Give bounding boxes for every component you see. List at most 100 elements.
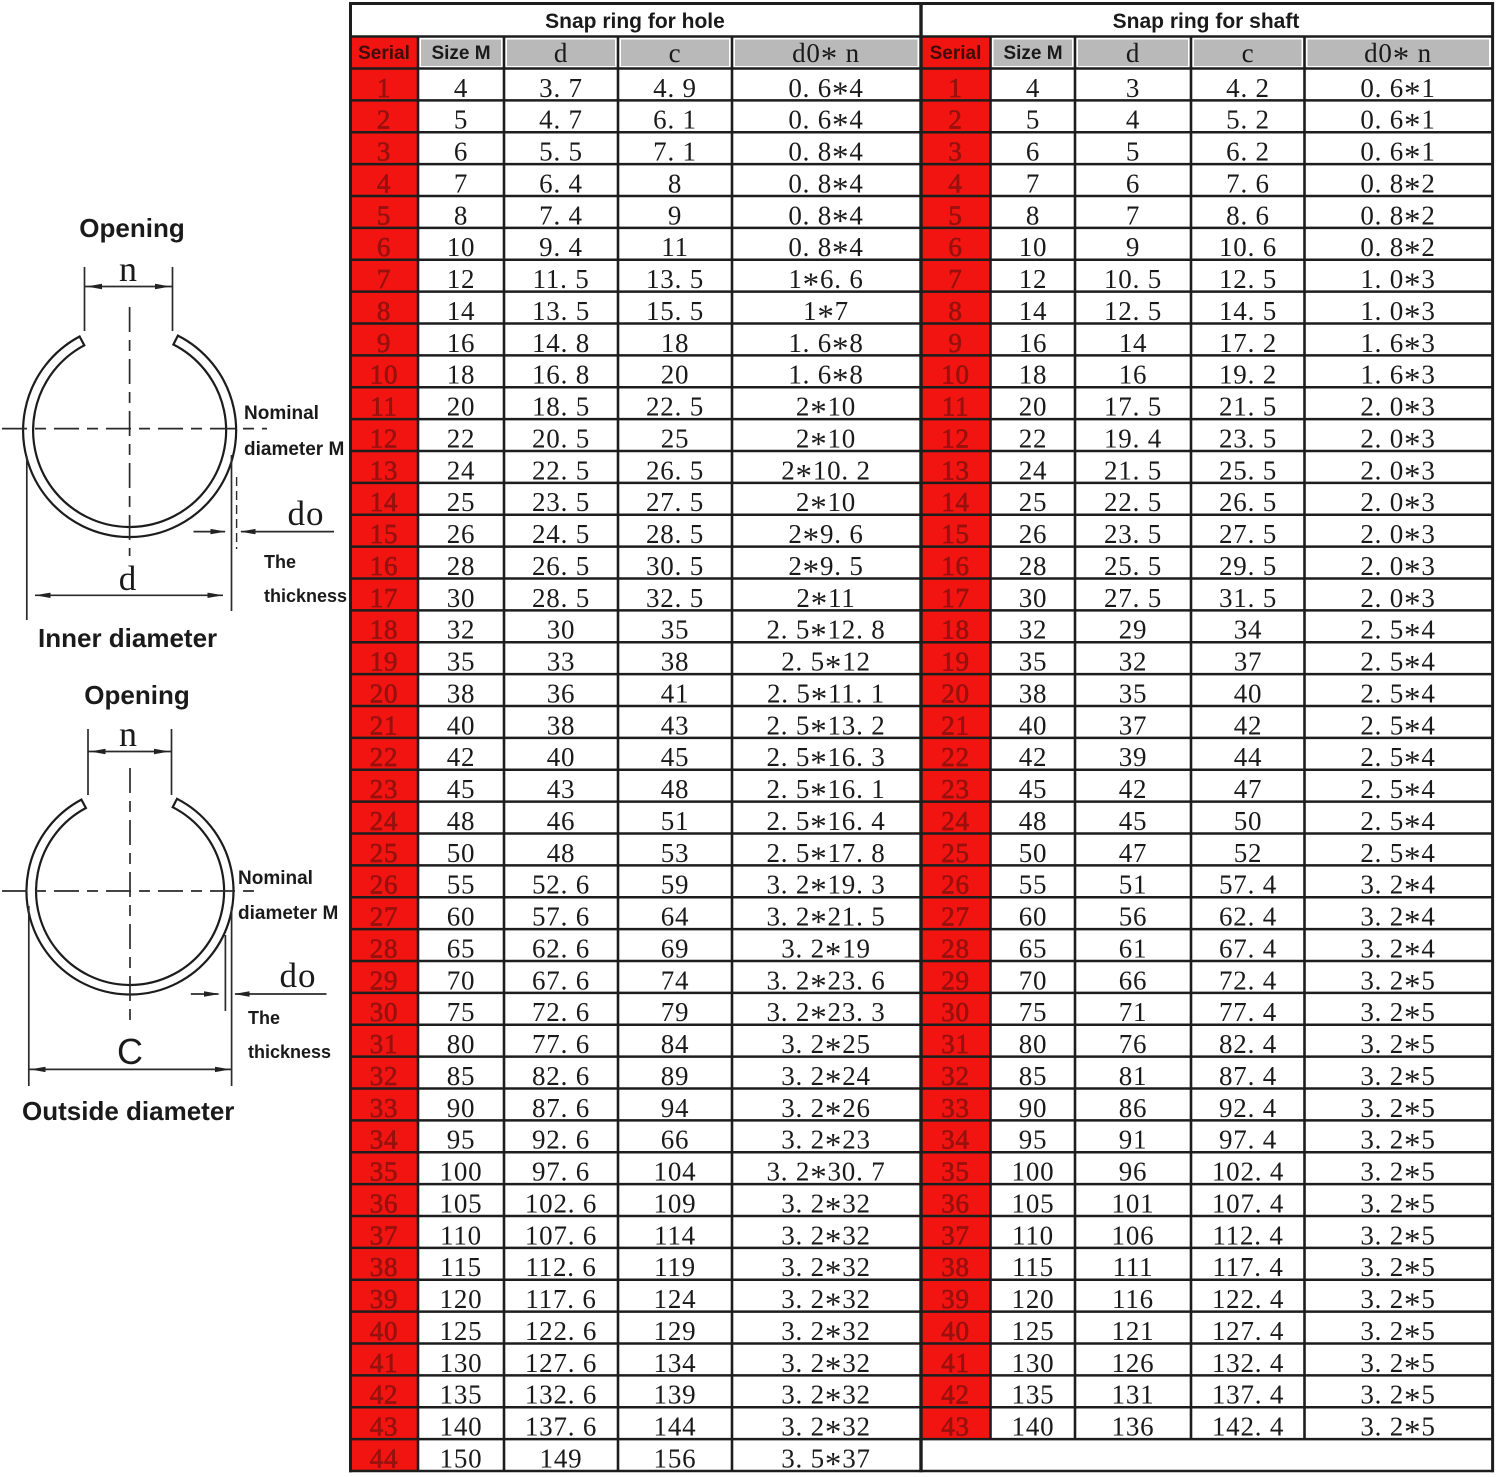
svg-text:30. 5: 30. 5 [646, 551, 704, 581]
svg-text:22: 22 [941, 742, 970, 772]
svg-text:15. 5: 15. 5 [646, 296, 704, 326]
svg-text:101: 101 [1112, 1188, 1155, 1218]
svg-text:14: 14 [447, 296, 476, 326]
svg-text:10: 10 [370, 360, 399, 390]
svg-text:4. 2: 4. 2 [1226, 73, 1270, 103]
svg-text:51: 51 [661, 806, 690, 836]
svg-text:38: 38 [370, 1252, 399, 1282]
svg-text:24: 24 [370, 806, 399, 836]
svg-text:100: 100 [1012, 1157, 1055, 1187]
svg-text:2*10. 2: 2*10. 2 [781, 455, 871, 494]
svg-text:112. 4: 112. 4 [1212, 1220, 1283, 1250]
svg-text:35: 35 [370, 1157, 399, 1187]
svg-text:25: 25 [1019, 487, 1048, 517]
svg-text:144: 144 [654, 1412, 697, 1442]
svg-text:40: 40 [447, 710, 476, 740]
svg-text:100: 100 [440, 1157, 483, 1187]
svg-text:32: 32 [370, 1061, 399, 1091]
svg-text:135: 135 [1012, 1380, 1055, 1410]
svg-text:d: d [554, 38, 568, 68]
svg-text:48: 48 [447, 806, 476, 836]
svg-text:28. 5: 28. 5 [646, 519, 704, 549]
svg-text:130: 130 [440, 1348, 483, 1378]
svg-text:Opening: Opening [84, 680, 189, 710]
svg-text:64: 64 [661, 902, 690, 932]
svg-text:Serial: Serial [358, 43, 410, 64]
svg-text:21. 5: 21. 5 [1104, 455, 1162, 485]
svg-text:60: 60 [1019, 902, 1048, 932]
svg-text:n: n [119, 714, 137, 754]
svg-text:2. 5*12. 8: 2. 5*12. 8 [766, 615, 885, 654]
svg-text:136: 136 [1112, 1412, 1155, 1442]
svg-text:71: 71 [1119, 997, 1148, 1027]
svg-text:do: do [280, 956, 317, 995]
svg-text:50: 50 [1234, 806, 1263, 836]
svg-text:72. 4: 72. 4 [1219, 965, 1277, 995]
svg-text:124: 124 [654, 1284, 697, 1314]
svg-text:27. 5: 27. 5 [1104, 583, 1162, 613]
svg-text:66: 66 [1119, 965, 1148, 995]
svg-text:43: 43 [547, 774, 576, 804]
svg-text:13. 5: 13. 5 [532, 296, 590, 326]
svg-text:156: 156 [654, 1443, 697, 1473]
svg-text:104: 104 [654, 1157, 697, 1187]
svg-text:33: 33 [547, 647, 576, 677]
svg-text:39: 39 [370, 1284, 399, 1314]
svg-text:2: 2 [948, 105, 962, 135]
svg-text:12. 5: 12. 5 [1219, 264, 1277, 294]
svg-text:d: d [119, 559, 138, 598]
svg-text:diameter M: diameter M [244, 439, 344, 460]
svg-text:42: 42 [370, 1380, 399, 1410]
svg-text:48: 48 [661, 774, 690, 804]
svg-text:45: 45 [447, 774, 476, 804]
svg-text:26: 26 [941, 870, 970, 900]
svg-text:3. 7: 3. 7 [539, 73, 583, 103]
svg-text:48: 48 [547, 838, 576, 868]
svg-text:26. 5: 26. 5 [1219, 487, 1277, 517]
svg-text:7. 4: 7. 4 [539, 200, 583, 230]
svg-text:22: 22 [370, 742, 399, 772]
svg-text:10: 10 [447, 232, 476, 262]
svg-text:17: 17 [941, 583, 970, 613]
svg-text:19: 19 [370, 647, 399, 677]
svg-text:40: 40 [1234, 678, 1263, 708]
svg-text:13. 5: 13. 5 [646, 264, 704, 294]
svg-text:9: 9 [377, 328, 391, 358]
svg-text:132. 4: 132. 4 [1212, 1348, 1284, 1378]
svg-text:3: 3 [1126, 73, 1140, 103]
svg-text:22. 5: 22. 5 [646, 392, 704, 422]
svg-text:42: 42 [447, 742, 476, 772]
svg-text:3. 5*37: 3. 5*37 [781, 1443, 871, 1477]
svg-text:51: 51 [1119, 870, 1148, 900]
svg-text:6. 4: 6. 4 [539, 168, 583, 198]
svg-text:75: 75 [1019, 997, 1048, 1027]
svg-text:105: 105 [1012, 1188, 1055, 1218]
svg-text:18: 18 [941, 615, 970, 645]
svg-text:7. 1: 7. 1 [653, 137, 697, 167]
svg-text:40: 40 [370, 1316, 399, 1346]
svg-text:140: 140 [440, 1412, 483, 1442]
svg-text:116: 116 [1112, 1284, 1154, 1314]
svg-text:115: 115 [1012, 1252, 1054, 1282]
svg-text:11: 11 [661, 232, 689, 262]
svg-text:d: d [1126, 38, 1140, 68]
svg-text:24: 24 [447, 455, 476, 485]
svg-text:66: 66 [661, 1125, 690, 1155]
svg-text:5: 5 [1126, 137, 1140, 167]
svg-text:22. 5: 22. 5 [1104, 487, 1162, 517]
svg-text:97. 6: 97. 6 [532, 1157, 590, 1187]
svg-text:Opening: Opening [79, 213, 184, 243]
svg-text:9: 9 [948, 328, 962, 358]
svg-text:34: 34 [370, 1125, 399, 1155]
svg-text:40: 40 [547, 742, 576, 772]
svg-text:28: 28 [1019, 551, 1048, 581]
svg-text:2: 2 [377, 105, 391, 135]
svg-text:36: 36 [547, 678, 576, 708]
svg-text:122. 6: 122. 6 [525, 1316, 597, 1346]
svg-text:37: 37 [1234, 647, 1263, 677]
svg-text:10. 6: 10. 6 [1219, 232, 1277, 262]
svg-text:115: 115 [440, 1252, 482, 1282]
svg-text:50: 50 [447, 838, 476, 868]
svg-text:23: 23 [370, 774, 399, 804]
svg-text:17. 2: 17. 2 [1219, 328, 1277, 358]
